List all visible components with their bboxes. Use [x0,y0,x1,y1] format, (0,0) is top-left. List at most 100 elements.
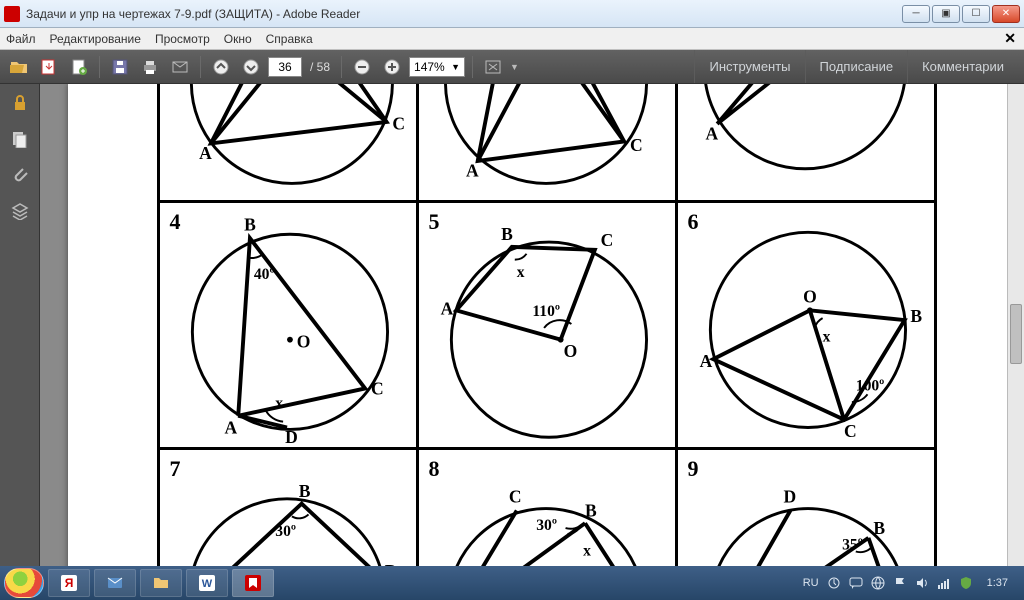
window-controls: ─ ▣ ☐ ✕ [902,5,1020,23]
tools-panel-button[interactable]: Инструменты [694,50,804,83]
svg-text:C: C [370,378,383,398]
problem-4: 4 B A C D O 40º [157,200,419,450]
problem-cell: A O [675,84,937,203]
titlebar: Задачи и упр на чертежах 7-9.pdf (ЗАЩИТА… [0,0,1024,28]
page-up-icon[interactable] [208,54,234,80]
svg-text:A: A [224,417,237,437]
menu-edit[interactable]: Редактирование [50,32,141,46]
layers-icon[interactable] [9,200,31,222]
vertical-scrollbar[interactable] [1007,84,1024,566]
open-icon[interactable] [6,54,32,80]
svg-text:D: D [783,486,796,506]
attachments-icon[interactable] [9,164,31,186]
system-tray: RU 1:37 [803,576,1020,590]
create-pdf-icon[interactable] [66,54,92,80]
close-button[interactable]: ✕ [992,5,1020,23]
tray-chat-icon[interactable] [849,576,863,590]
svg-text:30º: 30º [536,517,557,534]
adobe-reader-icon [4,6,20,22]
taskbar-reader-icon[interactable] [232,569,274,597]
zoom-out-icon[interactable] [349,54,375,80]
thumbnails-icon[interactable] [9,128,31,150]
svg-text:A: A [440,298,453,318]
taskbar: Я W RU 1:37 [0,566,1024,600]
svg-text:O: O [563,341,577,361]
tray-wifi-icon[interactable] [937,576,951,590]
svg-text:x: x [822,328,830,345]
comment-panel-button[interactable]: Комментарии [907,50,1018,83]
tray-volume-icon[interactable] [915,576,929,590]
menu-view[interactable]: Просмотр [155,32,210,46]
tray-globe-icon[interactable] [871,576,885,590]
tray-shield-icon[interactable] [959,576,973,590]
svg-text:x: x [583,542,591,559]
svg-text:C: C [629,135,642,155]
taskbar-explorer-icon[interactable] [140,569,182,597]
svg-text:B: B [585,500,597,520]
svg-text:O: O [803,286,817,306]
zoom-in-icon[interactable] [379,54,405,80]
restore-button[interactable]: ▣ [932,5,960,23]
clock[interactable]: 1:37 [981,577,1014,589]
toolbar: / 58 147%▼ ▼ Инструменты Подписание Комм… [0,50,1024,84]
lock-icon[interactable] [9,92,31,114]
svg-text:x: x [516,264,524,281]
taskbar-mail-icon[interactable] [94,569,136,597]
taskbar-yandex-icon[interactable]: Я [48,569,90,597]
start-button[interactable] [4,568,44,598]
menubar: Файл Редактирование Просмотр Окно Справк… [0,28,1024,50]
svg-text:C: C [600,229,613,249]
geometry-grid: O A C 120º A C [158,84,948,566]
svg-text:C: C [844,421,857,441]
svg-text:B: B [298,480,310,500]
read-mode-icon[interactable] [480,54,506,80]
problem-7: 7 A B D 30º x [157,447,419,567]
svg-text:A: A [199,143,212,163]
maximize-button[interactable]: ☐ [962,5,990,23]
svg-text:C: C [508,486,521,506]
svg-text:W: W [202,578,213,590]
problem-6: 6 A O B C x 100º [675,200,937,450]
svg-text:B: B [910,306,922,326]
svg-text:35º: 35º [842,536,863,553]
minimize-button[interactable]: ─ [902,5,930,23]
document-viewport[interactable]: O A C 120º A C [40,84,1024,566]
svg-text:O: O [296,331,310,351]
main-area: O A C 120º A C [0,84,1024,566]
taskbar-word-icon[interactable]: W [186,569,228,597]
svg-text:x: x [275,394,283,411]
print-icon[interactable] [137,54,163,80]
problem-cell: A C x [416,84,678,203]
svg-text:30º: 30º [275,522,296,539]
email-icon[interactable] [167,54,193,80]
page-down-icon[interactable] [238,54,264,80]
problem-cell: O A C 120º [157,84,419,203]
page-total: / 58 [306,60,334,74]
svg-text:Я: Я [65,576,74,590]
window-title: Задачи и упр на чертежах 7-9.pdf (ЗАЩИТА… [26,7,902,21]
svg-text:B: B [244,214,256,234]
doc-close-button[interactable]: ✕ [1004,30,1016,47]
menu-file[interactable]: Файл [6,32,36,46]
scroll-thumb[interactable] [1010,304,1022,364]
export-pdf-icon[interactable] [36,54,62,80]
language-indicator[interactable]: RU [803,577,819,589]
pdf-page: O A C 120º A C [68,84,1020,566]
svg-text:D: D [285,427,298,447]
menu-help[interactable]: Справка [266,32,313,46]
tray-flag-icon[interactable] [893,576,907,590]
problem-5: 5 A B C O x 110º [416,200,678,450]
page-number-input[interactable] [268,57,302,77]
svg-text:C: C [392,113,405,133]
svg-text:B: B [873,517,885,537]
save-icon[interactable] [107,54,133,80]
problem-8: 8 A B C 30º x [416,447,678,567]
svg-text:A: A [705,123,718,143]
sign-panel-button[interactable]: Подписание [805,50,908,83]
menu-window[interactable]: Окно [224,32,252,46]
zoom-select[interactable]: 147%▼ [409,57,465,77]
svg-text:40º: 40º [253,266,274,283]
zoom-value: 147% [414,60,445,74]
tray-sync-icon[interactable] [827,576,841,590]
svg-text:100º: 100º [855,377,884,394]
